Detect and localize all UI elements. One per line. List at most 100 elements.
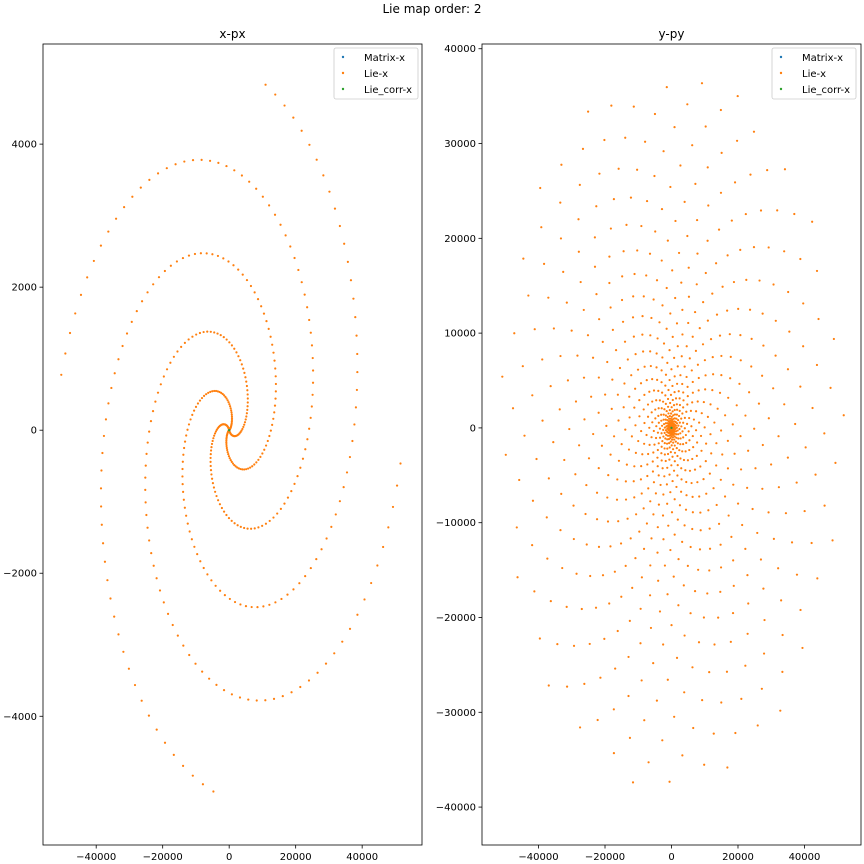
lie-x-point — [634, 387, 637, 390]
lie-x-point — [587, 110, 590, 113]
lie-x-point — [210, 477, 214, 480]
lie-x-point — [239, 467, 242, 471]
lie-x-point — [114, 217, 118, 220]
lie-x-point — [631, 586, 634, 590]
lie-x-point — [706, 166, 709, 169]
lie-x-point — [237, 355, 240, 358]
lie-x-point — [766, 169, 769, 172]
lie-x-point — [212, 437, 215, 440]
lie-x-point — [705, 492, 708, 495]
lie-x-point — [732, 280, 736, 284]
lie-x-point — [107, 230, 110, 233]
lie-x-point — [181, 482, 184, 486]
lie-x-point — [687, 266, 690, 269]
lie-x-point — [784, 512, 788, 515]
lie-x-point — [654, 230, 657, 233]
lie-x-point — [763, 618, 766, 622]
lie-x-point — [696, 481, 699, 484]
lie-x-point — [272, 351, 275, 354]
lie-x-point — [666, 502, 669, 505]
lie-x-point — [654, 417, 657, 420]
lie-x-point — [585, 483, 588, 487]
lie-x-point — [624, 498, 628, 501]
lie-x-point — [250, 605, 253, 609]
lie-x-point — [645, 379, 648, 382]
lie-x-point — [665, 433, 668, 436]
left-xtick-label: 20000 — [280, 852, 312, 863]
lie-x-point — [679, 443, 682, 446]
lie-x-point — [219, 589, 222, 592]
lie-x-point — [657, 442, 660, 445]
lie-x-point — [240, 429, 243, 432]
lie-x-point — [610, 407, 613, 410]
lie-x-point — [708, 569, 711, 572]
lie-x-point — [685, 441, 688, 444]
lie-x-point — [660, 207, 664, 211]
lie-x-point — [616, 629, 619, 633]
lie-x-point — [662, 418, 665, 421]
lie-x-point — [676, 345, 679, 348]
lie-x-point — [597, 545, 601, 548]
lie-x-point — [608, 255, 611, 258]
lie-x-point — [674, 430, 678, 433]
right-legend: Matrix-x Lie-x Lie_corr-x — [771, 47, 857, 100]
lie-x-point — [135, 310, 138, 313]
lie-x-point — [229, 407, 232, 410]
right-scatter-points — [501, 82, 845, 784]
lie-x-point — [245, 468, 248, 471]
lie-x-point — [301, 457, 305, 460]
lie-x-point — [249, 284, 253, 288]
lie-x-point — [246, 405, 249, 408]
lie-x-point — [608, 281, 611, 285]
lie-x-point — [678, 409, 681, 412]
lie-x-point — [578, 183, 581, 186]
lie-x-point — [717, 616, 720, 619]
lie-x-point — [230, 413, 233, 416]
lie-x-point — [658, 436, 662, 439]
lie-x-point — [230, 415, 234, 418]
lie-x-point — [261, 524, 264, 527]
lie-x-point — [662, 643, 665, 646]
lie-x-point — [144, 488, 147, 491]
right-ytick-label: −30000 — [436, 708, 476, 719]
lie-x-point — [627, 694, 630, 698]
lie-x-point — [667, 412, 670, 415]
lie-x-point — [632, 295, 635, 298]
lie-x-point — [682, 391, 685, 394]
right-ytick-label: −20000 — [436, 613, 476, 624]
lie-x-point — [272, 697, 276, 700]
lie-x-point — [799, 608, 802, 612]
lie-x-point — [145, 513, 148, 517]
lie-x-point — [691, 401, 694, 404]
lie-x-point — [650, 436, 653, 439]
lie-x-point — [683, 691, 686, 694]
lie-x-point — [660, 419, 663, 422]
lie-x-point — [225, 441, 228, 444]
lie-x-point — [638, 415, 641, 418]
lie-x-point — [655, 366, 658, 369]
left-ytick-label: 2000 — [12, 283, 37, 294]
lie-x-point — [290, 489, 293, 493]
lie-x-point — [700, 449, 703, 452]
lie-x-point — [689, 612, 692, 615]
lie-x-point — [99, 487, 103, 490]
lie-x-point — [565, 605, 568, 609]
lie-x-point — [729, 640, 732, 643]
lie-x-point — [673, 408, 676, 412]
lie-x-point — [202, 394, 206, 397]
lie-x-point — [230, 344, 234, 347]
lie-x-point — [191, 159, 195, 162]
lie-x-point — [154, 400, 157, 403]
lie-x-point — [793, 212, 796, 216]
lie-x-point — [772, 283, 775, 286]
lie-x-point — [646, 415, 650, 418]
lie-x-point — [739, 334, 742, 337]
lie-x-point — [683, 427, 686, 430]
lie-x-point — [810, 541, 813, 545]
lie-x-point — [676, 365, 679, 368]
right-xtick-label: 40000 — [789, 852, 821, 863]
lie-x-point — [673, 715, 676, 718]
lie-x-point — [691, 495, 694, 498]
lie-x-point — [709, 338, 713, 341]
lie-x-point — [253, 527, 256, 530]
